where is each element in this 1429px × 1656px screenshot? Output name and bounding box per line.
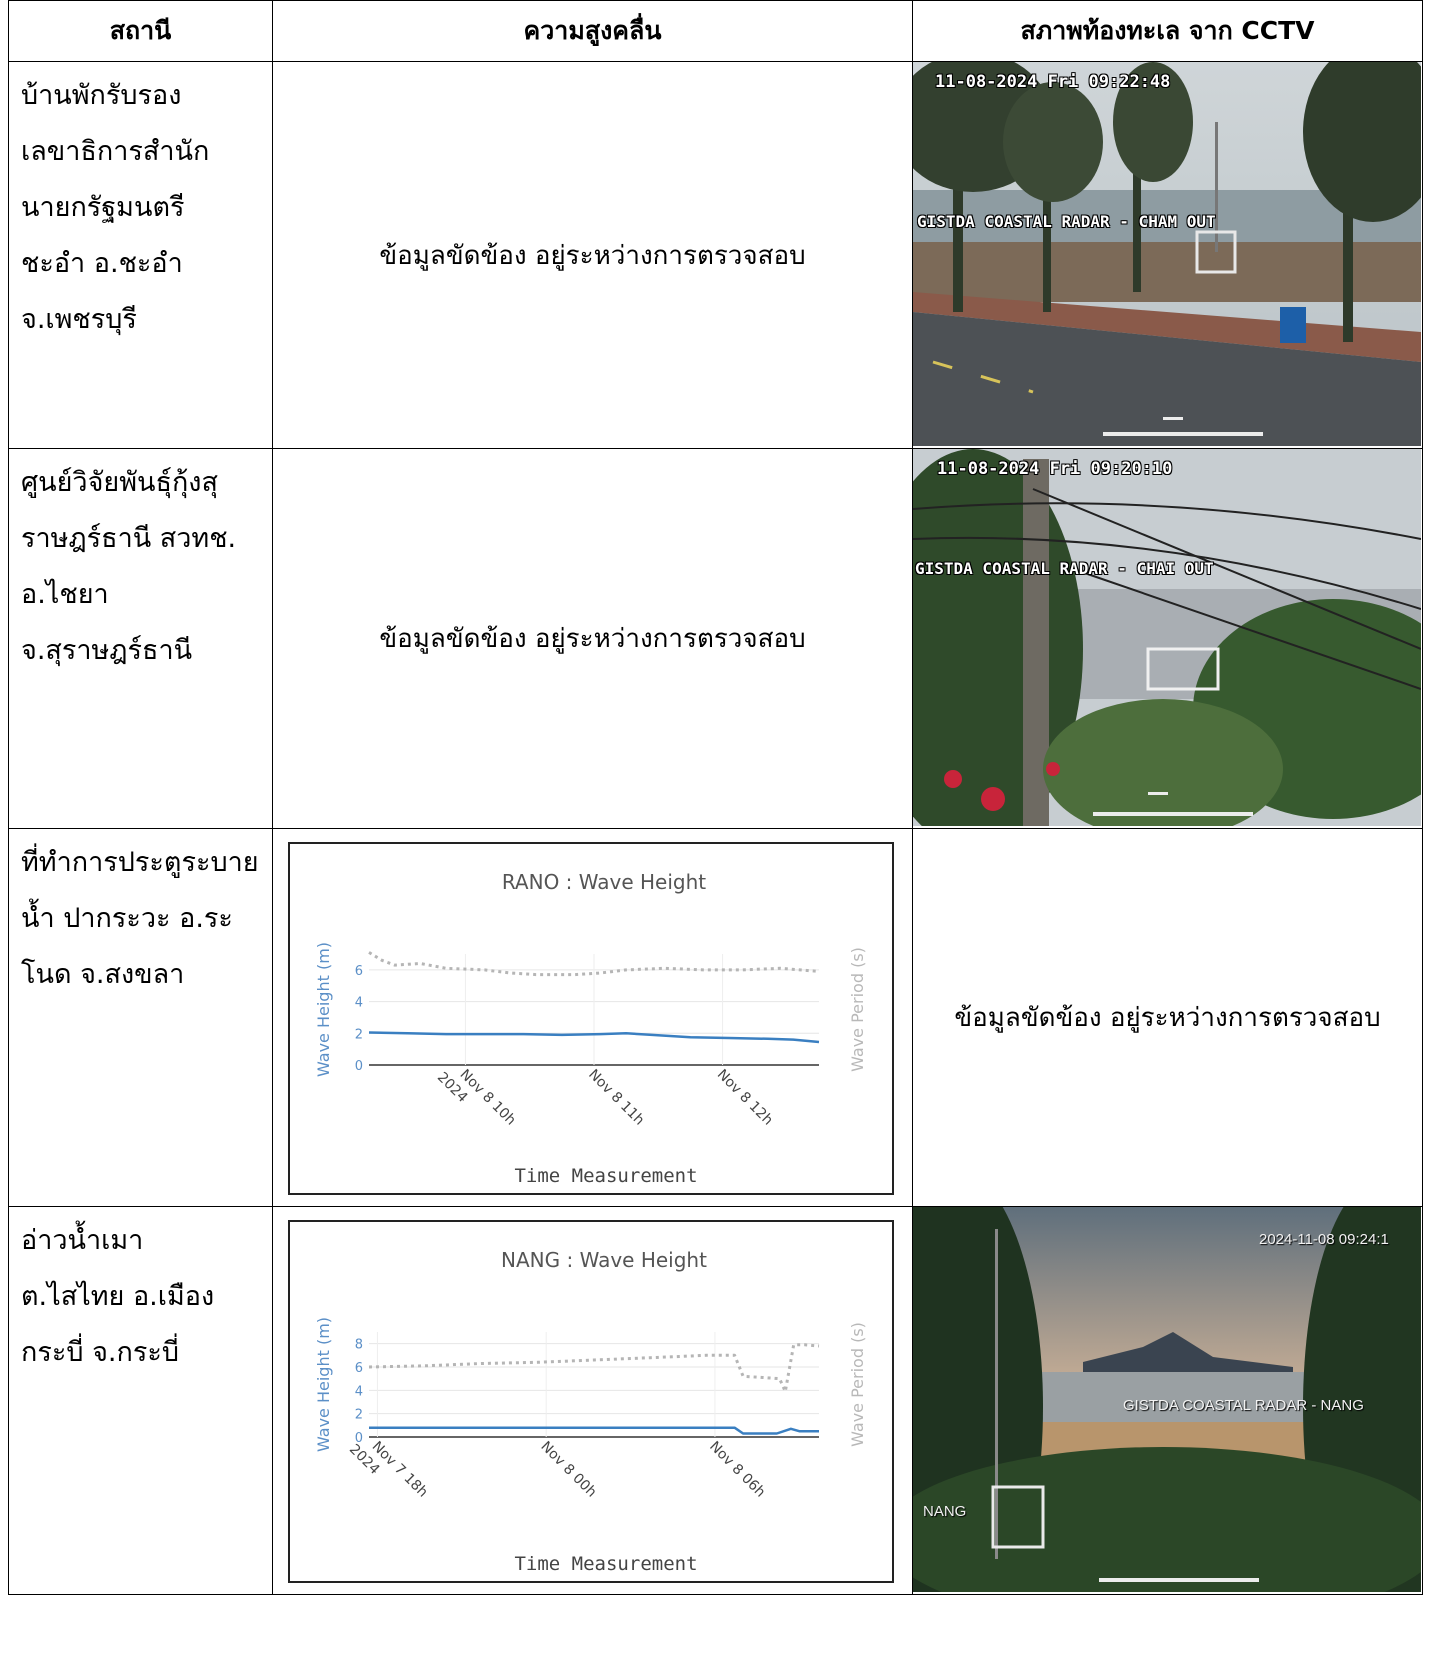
station-line: โนด จ.สงขลา (21, 959, 185, 990)
wave-status-text: ข้อมูลขัดข้อง อยู่ระหว่างการตรวจสอบ (272, 61, 913, 449)
chart-title: NANG : Wave Height (501, 1248, 707, 1272)
station-line: ที่ทำการประตูระบาย (21, 847, 259, 878)
height-series-line (368, 1031, 820, 1044)
station-line: ชะอำ อ.ชะอำ (21, 248, 183, 279)
chart-title: RANO : Wave Height (502, 870, 706, 894)
cctv-overlay-label: GISTDA COASTAL RADAR - NANG (1123, 1397, 1364, 1414)
station-line: จ.เพชรบุรี (21, 304, 137, 335)
y2-axis-label: Wave Period (s) (848, 1322, 867, 1447)
station-line: อ่าวน้ำเมา (21, 1225, 144, 1256)
x-axis-label: Time Measurement (514, 1165, 697, 1187)
station-line: น้ำ ปากระวะ อ.ระ (21, 903, 233, 934)
x-axis-label: Time Measurement (514, 1553, 697, 1575)
table-row: ที่ทำการประตูระบาย น้ำ ปากระวะ อ.ระ โนด … (8, 828, 1423, 1207)
cctv-overlay-label: GISTDA COASTAL RADAR - CHAM OUT (917, 212, 1216, 231)
station-name: ศูนย์วิจัยพันธุ์กุ้งสุ ราษฎร์ธานี สวทช. … (8, 448, 273, 829)
header-cctv: สภาพท้องทะเล จาก CCTV (912, 0, 1423, 62)
cctv-scene-beach-road (913, 62, 1421, 446)
station-line: กระบี่ จ.กระบี่ (21, 1337, 179, 1368)
cctv-scene-garden-pole (913, 449, 1421, 826)
station-name: อ่าวน้ำเมา ต.ไสไทย อ.เมือง กระบี่ จ.กระบ… (8, 1206, 273, 1595)
y-tick-label: 4 (355, 1384, 363, 1399)
chart-frame (288, 842, 894, 1195)
wave-station-table: สถานี ความสูงคลื่น สภาพท้องทะเล จาก CCTV… (8, 0, 1423, 1595)
station-line: ต.ไสไทย อ.เมือง (21, 1281, 215, 1312)
y-tick-label: 6 (355, 1361, 363, 1376)
station-line: จ.สุราษฎร์ธานี (21, 635, 193, 666)
y2-axis-label: Wave Period (s) (848, 947, 867, 1072)
y-tick-label: 6 (355, 964, 363, 979)
y-tick-label: 4 (355, 996, 363, 1011)
y-tick-label: 2 (355, 1408, 363, 1423)
y-axis-label: Wave Height (m) (314, 942, 333, 1077)
table-row: อ่าวน้ำเมา ต.ไสไทย อ.เมือง กระบี่ จ.กระบ… (8, 1206, 1423, 1595)
cctv-timestamp: 11-08-2024 Fri 09:22:48 (935, 72, 1171, 92)
y-axis-label: Wave Height (m) (314, 1317, 333, 1452)
cctv-image-nang: 2024-11-08 09:24:1 GISTDA COASTAL RADAR … (912, 1206, 1423, 1595)
cctv-timestamp: 2024-11-08 09:24:1 (1259, 1231, 1389, 1248)
wave-height-chart-nang: 0 2 4 6 8 NANG : Wave Height Wave Height (m) Wa… (288, 1220, 894, 1583)
cctv-scene-bay-sunset (913, 1207, 1421, 1592)
station-line: ศูนย์วิจัยพันธุ์กุ้งสุ (21, 467, 218, 498)
cctv-image-cham: 11-08-2024 Fri 09:22:48 GISTDA COASTAL R… (912, 61, 1423, 449)
period-series-line (368, 951, 820, 977)
period-series-line (368, 1343, 820, 1393)
table-row: บ้านพักรับรอง เลขาธิการสำนัก นายกรัฐมนตร… (8, 61, 1423, 449)
station-line: อ.ไชยา (21, 579, 109, 610)
cctv-timestamp: 11-08-2024 Fri 09:20:10 (937, 459, 1173, 479)
wave-height-chart-rano: 0 2 4 6 RANO : Wave Height Wave Height (m) Wav… (288, 842, 894, 1195)
cctv-status-text: ข้อมูลขัดข้อง อยู่ระหว่างการตรวจสอบ (912, 828, 1423, 1207)
cctv-overlay-label: GISTDA COASTAL RADAR - CHAI OUT (915, 559, 1214, 578)
wave-status-text: ข้อมูลขัดข้อง อยู่ระหว่างการตรวจสอบ (272, 448, 913, 829)
y-tick-label: 0 (355, 1431, 363, 1446)
station-line: ราษฎร์ธานี สวทช. (21, 523, 237, 554)
header-wave-height: ความสูงคลื่น (272, 0, 913, 62)
y-tick-label: 0 (355, 1059, 363, 1074)
station-line: นายกรัฐมนตรี (21, 192, 185, 223)
cctv-overlay-label-short: NANG (923, 1503, 967, 1520)
header-row: สถานี ความสูงคลื่น สภาพท้องทะเล จาก CCTV (8, 0, 1423, 62)
station-name: ที่ทำการประตูระบาย น้ำ ปากระวะ อ.ระ โนด … (8, 828, 273, 1207)
station-line: เลขาธิการสำนัก (21, 136, 210, 167)
chart-frame (288, 1220, 894, 1583)
station-name: บ้านพักรับรอง เลขาธิการสำนัก นายกรัฐมนตร… (8, 61, 273, 449)
table-row: ศูนย์วิจัยพันธุ์กุ้งสุ ราษฎร์ธานี สวทช. … (8, 448, 1423, 829)
station-line: บ้านพักรับรอง (21, 80, 182, 111)
height-series-line (369, 1426, 819, 1435)
wave-chart-cell: 0 2 4 6 RANO : Wave Height Wave Height (m) Wav… (272, 828, 913, 1207)
y-tick-label: 8 (355, 1338, 363, 1353)
wave-chart-cell: 0 2 4 6 8 NANG : Wave Height Wave Height (m) Wa… (272, 1206, 913, 1595)
y-tick-label: 2 (355, 1027, 363, 1042)
header-station: สถานี (8, 0, 273, 62)
cctv-image-chai: 11-08-2024 Fri 09:20:10 GISTDA COASTAL R… (912, 448, 1423, 829)
